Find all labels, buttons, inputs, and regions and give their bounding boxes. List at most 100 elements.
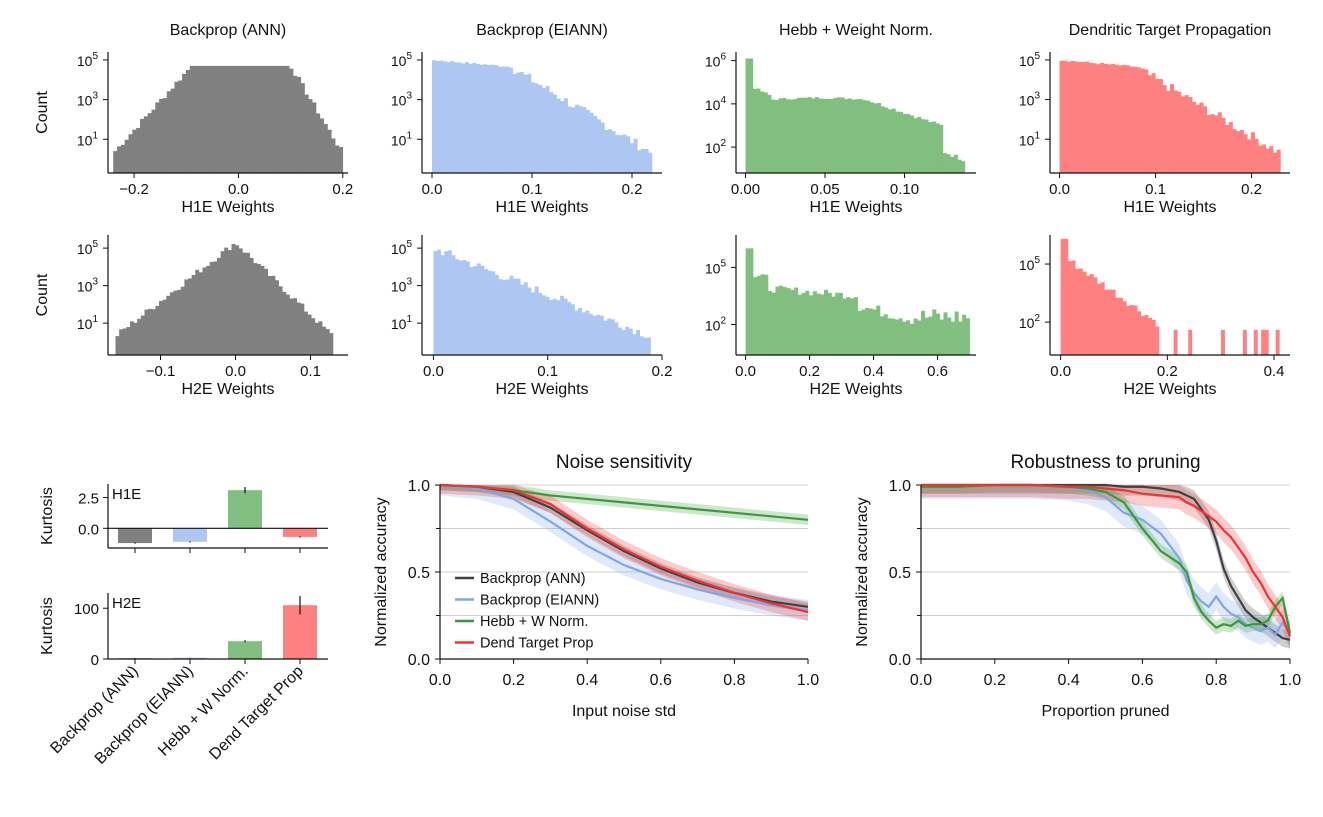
hist-bar	[917, 320, 922, 355]
hist-bar	[597, 119, 601, 173]
hist-bar	[745, 248, 750, 355]
hist-bar	[250, 65, 256, 173]
hist-bar	[790, 289, 795, 355]
hist-bar	[814, 97, 819, 173]
hist-bar	[300, 83, 305, 173]
hist-bar	[574, 310, 579, 355]
hist-bar	[1137, 311, 1142, 355]
y-tick-label: 105	[1019, 51, 1041, 69]
hist-bar	[1122, 64, 1127, 173]
y-tick-label: 101	[391, 314, 413, 332]
hist-bar	[505, 66, 510, 173]
hist-bar	[549, 300, 554, 355]
hist-bar	[618, 327, 622, 355]
hist-bar	[1206, 115, 1211, 173]
hist-bar	[323, 124, 328, 173]
panel-title: Backprop (ANN)	[170, 22, 286, 39]
hist-bar	[560, 101, 565, 173]
y-tick-label: 101	[77, 130, 99, 148]
hist-bar	[1140, 68, 1145, 173]
x-axis-label: H1E Weights	[495, 199, 588, 216]
y-tick-label: 2.5	[78, 491, 99, 508]
hist-bar	[1253, 329, 1258, 355]
hist-bar	[1239, 130, 1244, 173]
kurtosis-categories: Backprop (ANN)Backprop (EIANN)Hebb + W N…	[47, 663, 306, 768]
x-tick-label: 0.4	[1057, 672, 1079, 689]
y-tick-label: 102	[705, 316, 727, 334]
hist-bar	[278, 286, 283, 355]
x-tick-label: 0.8	[723, 672, 745, 689]
hist-bar	[455, 259, 460, 355]
hist-bar	[433, 250, 438, 355]
y-tick-label-base: 10	[1019, 257, 1035, 273]
y-tick-label-exp: 1	[92, 314, 98, 325]
chart-title: Robustness to pruning	[1010, 452, 1200, 473]
hist-bar	[928, 122, 933, 173]
hist-bar	[466, 261, 470, 355]
hist-bar	[148, 308, 153, 355]
hist-bar	[231, 65, 236, 173]
hist-bar	[318, 321, 323, 355]
y-tick-label-exp: 2	[1034, 313, 1040, 324]
y-tick-label: 104	[705, 95, 727, 113]
y-tick-label: 106	[705, 52, 727, 70]
kurtosis-bar	[118, 528, 152, 544]
hist-bar	[538, 85, 543, 173]
y-tick-label-exp: 5	[1034, 51, 1040, 62]
hist-bar	[155, 102, 160, 173]
hist-bar	[1111, 63, 1116, 173]
panel-title: Hebb + Weight Norm.	[779, 22, 933, 39]
y-tick-label: 0.5	[889, 565, 911, 582]
y-tick-label-exp: 5	[92, 51, 98, 62]
y-tick-label: 103	[391, 91, 413, 109]
hist-bar	[797, 294, 802, 355]
hist-bar	[811, 98, 816, 173]
hist-bar	[833, 97, 838, 173]
hist-bar	[804, 97, 808, 173]
hist-bar	[965, 318, 970, 355]
hist-bar	[170, 88, 175, 173]
hist-bar	[1264, 329, 1269, 355]
hist-bar	[534, 83, 539, 173]
hist-bar	[786, 288, 791, 355]
hist-bar	[1170, 84, 1174, 173]
hist-bar	[895, 111, 900, 173]
hist-bar	[195, 269, 200, 355]
x-tick-label: 0.6	[927, 363, 948, 380]
kurtosis-bar	[173, 657, 207, 659]
hist-bar	[468, 63, 473, 174]
hist-bar	[159, 300, 163, 355]
hist-bar	[462, 260, 467, 355]
hist-bar	[910, 115, 914, 173]
hist-bar	[133, 322, 138, 355]
hist-bar	[523, 282, 528, 355]
hist-bar	[894, 319, 899, 355]
hist-bar	[906, 320, 911, 355]
hist-bar	[444, 251, 449, 355]
hist-bar	[861, 309, 866, 355]
x-tick-label: 0.00	[731, 181, 760, 198]
hist-bar	[865, 307, 870, 355]
hist-bar	[1265, 148, 1270, 173]
hist-bar	[932, 309, 937, 355]
hist-bar	[509, 67, 513, 173]
hist-bar	[242, 252, 247, 355]
hist-bar	[1089, 274, 1094, 355]
hist-bar	[600, 122, 605, 173]
x-tick-label: 0.0	[228, 181, 249, 198]
hist-bar	[174, 81, 179, 173]
hist-bar	[188, 278, 192, 355]
y-axis-label: Count	[34, 91, 51, 134]
x-tick-label: −0.1	[146, 363, 176, 380]
hist-bar	[1184, 95, 1189, 173]
hist-bar	[180, 286, 185, 355]
hist-bar	[227, 250, 232, 355]
hist-bar	[633, 138, 638, 173]
hist-bar	[435, 60, 440, 173]
hist-bar	[516, 72, 521, 173]
hist-bar	[760, 91, 765, 173]
hist-bar	[883, 314, 888, 355]
hist-bar	[151, 309, 156, 355]
hist-bar	[1158, 79, 1163, 173]
hist-bar	[1126, 305, 1131, 355]
